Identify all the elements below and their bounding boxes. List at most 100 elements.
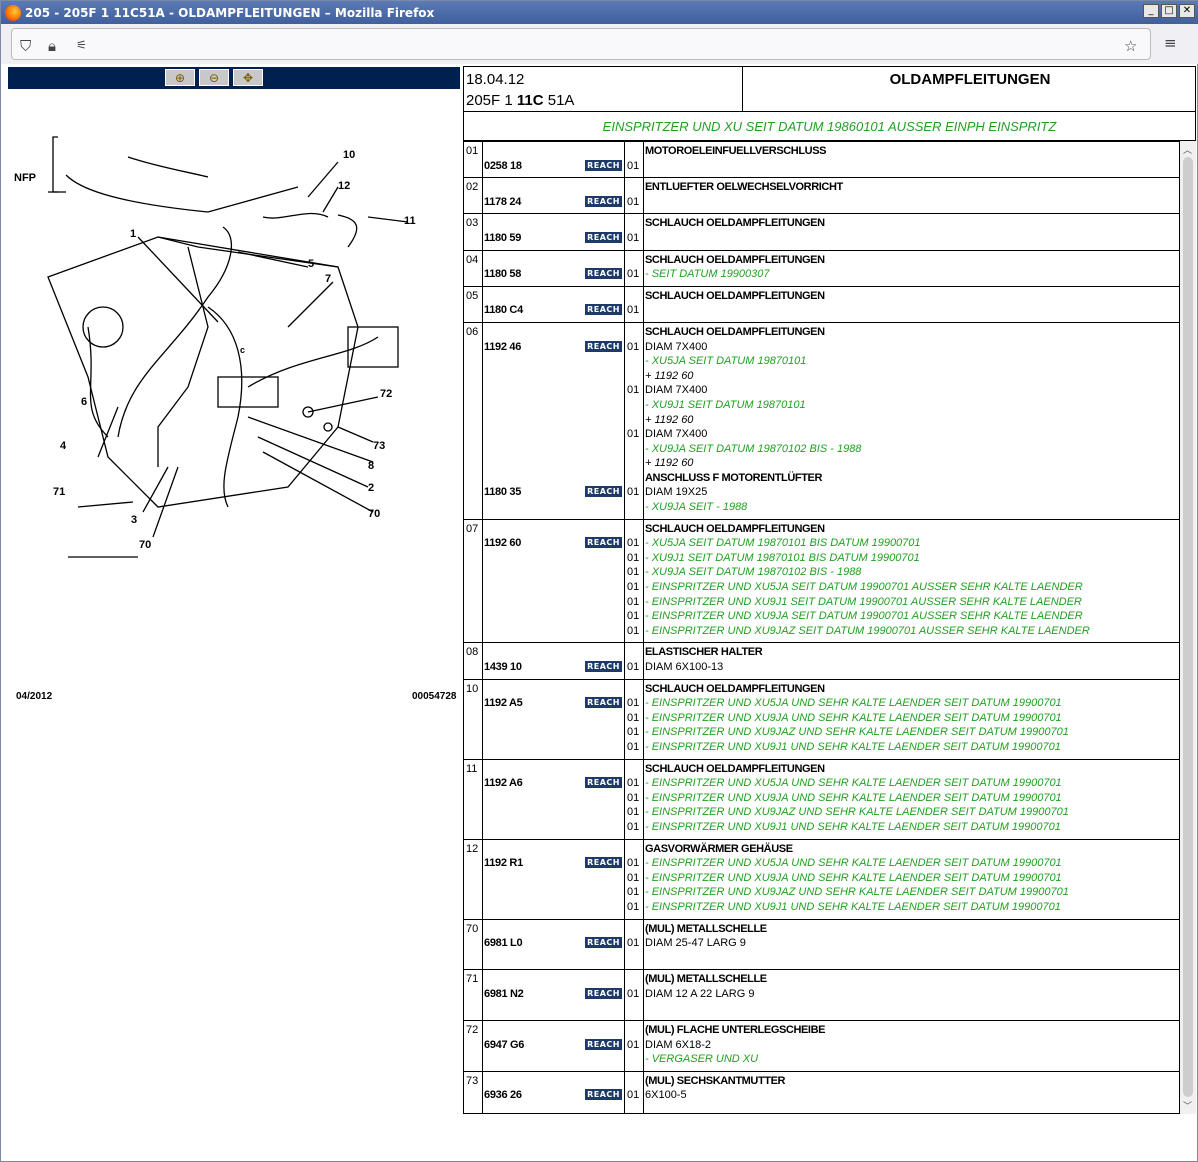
part-number-link[interactable]: 1192 A5 <box>484 697 523 710</box>
item-number <box>464 660 482 675</box>
maximize-button[interactable]: □ <box>1161 4 1177 18</box>
reach-badge[interactable]: REACH <box>585 987 622 999</box>
table-row[interactable]: 08 ELASTISCHER HALTER 1439 10 REACH 01 DIAM 6… <box>464 643 1179 680</box>
part-number-link[interactable]: 1439 10 <box>484 661 522 673</box>
url-bar[interactable]: ⛉ 🔒︎ ⚟ ☆ <box>11 28 1151 60</box>
table-line: 01 - EINSPRITZER UND XU9JAZ SEIT DATUM 19… <box>464 624 1179 639</box>
zoom-in-icon[interactable]: ⊕ <box>165 69 195 86</box>
part-number-link[interactable]: 6936 26 <box>484 1089 522 1102</box>
reach-badge[interactable]: REACH <box>585 304 622 316</box>
scroll-down-icon[interactable]: ﹀ <box>1183 1102 1193 1112</box>
quantity <box>624 325 643 340</box>
part-number-link <box>482 580 606 595</box>
table-row[interactable]: 02 ENTLUEFTER OELWECHSELVORRICHT 1178 24 RE… <box>464 178 1179 215</box>
table-row[interactable]: 03 SCHLAUCH OELDAMPFLEITUNGEN 1180 59 REACH… <box>464 214 1179 251</box>
part-number-link[interactable]: 0258 18 <box>484 159 522 172</box>
reach-badge[interactable]: REACH <box>585 340 622 352</box>
table-row[interactable]: 05 SCHLAUCH OELDAMPFLEITUNGEN 1180 C4 REACH… <box>464 286 1179 323</box>
close-button[interactable]: ✕ <box>1179 4 1195 18</box>
reach-badge[interactable]: REACH <box>585 697 622 709</box>
reach-badge[interactable]: REACH <box>585 857 622 869</box>
table-line: 1192 46 REACH 01 DIAM 7X400 <box>464 340 1179 355</box>
item-number <box>464 1103 482 1113</box>
table-row[interactable]: 01 MOTOROELEINFUELLVERSCHLUSS 0258 18 REACH… <box>464 142 1179 179</box>
reach-cell <box>606 354 624 369</box>
table-row[interactable]: 12 GASVORWÄRMER GEHÄUSE 1192 R1 REACH 01 - EI… <box>464 839 1179 920</box>
lock-icon[interactable]: 🔒︎ <box>48 37 56 55</box>
reach-badge[interactable]: REACH <box>585 777 622 789</box>
table-row[interactable]: 04 SCHLAUCH OELDAMPFLEITUNGEN 1180 58 REACH… <box>464 250 1179 287</box>
table-row[interactable]: 71 (MUL) METALLSCHELLE 6981 N2 REACH 01 DIAM … <box>464 970 1179 1022</box>
part-number-link[interactable]: 1180 C4 <box>484 304 523 317</box>
part-number-link[interactable]: 6981 N2 <box>484 987 524 1000</box>
table-line: + 1192 60 <box>464 369 1179 384</box>
part-number-link[interactable]: 1178 24 <box>484 195 522 208</box>
part-note: - EINSPRITZER UND XU9JA UND SEHR KALTE L… <box>645 871 1062 884</box>
table-row[interactable]: 06 SCHLAUCH OELDAMPFLEITUNGEN 1192 46 REACH… <box>464 322 1179 520</box>
part-number-link[interactable]: 1192 A6 <box>484 777 523 790</box>
table-line: - VERGASER UND XU <box>464 1052 1179 1067</box>
part-number-link <box>482 325 606 340</box>
reach-badge[interactable]: REACH <box>585 159 622 171</box>
code-part-a: 205F 1 <box>466 92 517 109</box>
reach-badge[interactable]: REACH <box>585 195 622 207</box>
part-note: - EINSPRITZER UND XU9J1 SEIT DATUM 19900… <box>645 595 1082 608</box>
table-row[interactable]: 70 (MUL) METALLSCHELLE 6981 L0 REACH 01 DIAM … <box>464 919 1179 971</box>
item-number <box>464 711 482 726</box>
scroll-up-icon[interactable]: ︿ <box>1183 146 1193 156</box>
scrollbar[interactable]: ︿ ﹀ <box>1180 141 1196 1114</box>
part-number-link[interactable]: 1180 35 <box>484 486 522 499</box>
shield-icon[interactable]: ⛉ <box>20 37 32 55</box>
reach-badge[interactable]: REACH <box>585 661 622 672</box>
reach-badge[interactable]: REACH <box>585 231 622 243</box>
reach-cell <box>606 253 624 268</box>
part-number-link[interactable]: 1192 R1 <box>484 857 523 870</box>
part-number-link <box>482 922 606 937</box>
menu-icon[interactable]: ≡ <box>1164 34 1177 52</box>
quantity: 01 <box>627 304 640 317</box>
reach-badge[interactable]: REACH <box>585 937 622 949</box>
table-row[interactable]: 07 SCHLAUCH OELDAMPFLEITUNGEN 1192 60 REACH… <box>464 519 1179 644</box>
item-number <box>464 987 482 1002</box>
table-line: - XU9J1 SEIT DATUM 19870101 <box>464 398 1179 413</box>
part-note: + 1192 60 <box>645 369 694 382</box>
scrollbar-thumb[interactable] <box>1183 157 1193 1097</box>
table-line: 1192 R1 REACH 01 - EINSPRITZER UND XU5JA UN… <box>464 856 1179 871</box>
part-number-link[interactable]: 6981 L0 <box>484 937 523 950</box>
reach-badge[interactable]: REACH <box>585 1089 622 1101</box>
table-line: 1180 58 REACH 01 - SEIT DATUM 19900307 <box>464 267 1179 282</box>
part-number-link[interactable]: 1192 60 <box>484 537 522 550</box>
item-number <box>464 1052 482 1067</box>
quantity: 01 <box>627 268 640 281</box>
zoom-pan-icon[interactable]: ✥ <box>233 69 263 86</box>
part-number-link[interactable]: 6947 G6 <box>484 1038 525 1051</box>
table-row[interactable]: 72 (MUL) FLACHE UNTERLEGSCHEIBE 6947 G6 REA… <box>464 1021 1179 1072</box>
page-header: 18.04.12 205F 1 11C 51A OLDAMPFLEITUNGEN… <box>463 66 1196 141</box>
reach-badge[interactable]: REACH <box>585 486 622 498</box>
table-row[interactable]: 73 (MUL) SECHSKANTMUTTER 6936 26 REACH 01 6X1… <box>464 1071 1179 1113</box>
permissions-icon[interactable]: ⚟ <box>76 38 87 52</box>
reach-badge[interactable]: REACH <box>585 1038 622 1050</box>
exploded-parts-diagram[interactable]: NFP 10 12 11 1 5 7 6 72 4 73 8 71 2 3 70… <box>8 127 460 627</box>
part-note: - EINSPRITZER UND XU9JA SEIT DATUM 19900… <box>645 610 1083 623</box>
part-number-link[interactable]: 1180 59 <box>484 231 522 244</box>
diagram-panel: ⊕ ⊖ ✥ NFP 10 12 11 1 5 7 6 72 4 <box>8 67 460 702</box>
part-number-link <box>482 500 606 515</box>
minimize-button[interactable]: _ <box>1143 4 1159 18</box>
zoom-out-icon[interactable]: ⊖ <box>199 69 229 86</box>
callout-4: 4 <box>60 440 67 452</box>
item-number <box>464 231 482 246</box>
reach-badge[interactable]: REACH <box>585 268 622 280</box>
reach-badge[interactable]: REACH <box>585 537 622 549</box>
item-number <box>464 500 482 515</box>
divider <box>643 250 644 286</box>
diagram-code: 00054728 <box>412 691 457 702</box>
bookmark-star-icon[interactable]: ☆ <box>1124 37 1138 55</box>
item-number <box>464 485 482 500</box>
item-number: 12 <box>466 842 479 855</box>
part-number-link <box>482 180 606 195</box>
table-row[interactable]: 10 SCHLAUCH OELDAMPFLEITUNGEN 1192 A5 REACH… <box>464 679 1179 760</box>
part-number-link[interactable]: 1192 46 <box>484 340 522 353</box>
table-row[interactable]: 11 SCHLAUCH OELDAMPFLEITUNGEN 1192 A6 REACH… <box>464 759 1179 840</box>
part-number-link[interactable]: 1180 58 <box>484 268 522 281</box>
